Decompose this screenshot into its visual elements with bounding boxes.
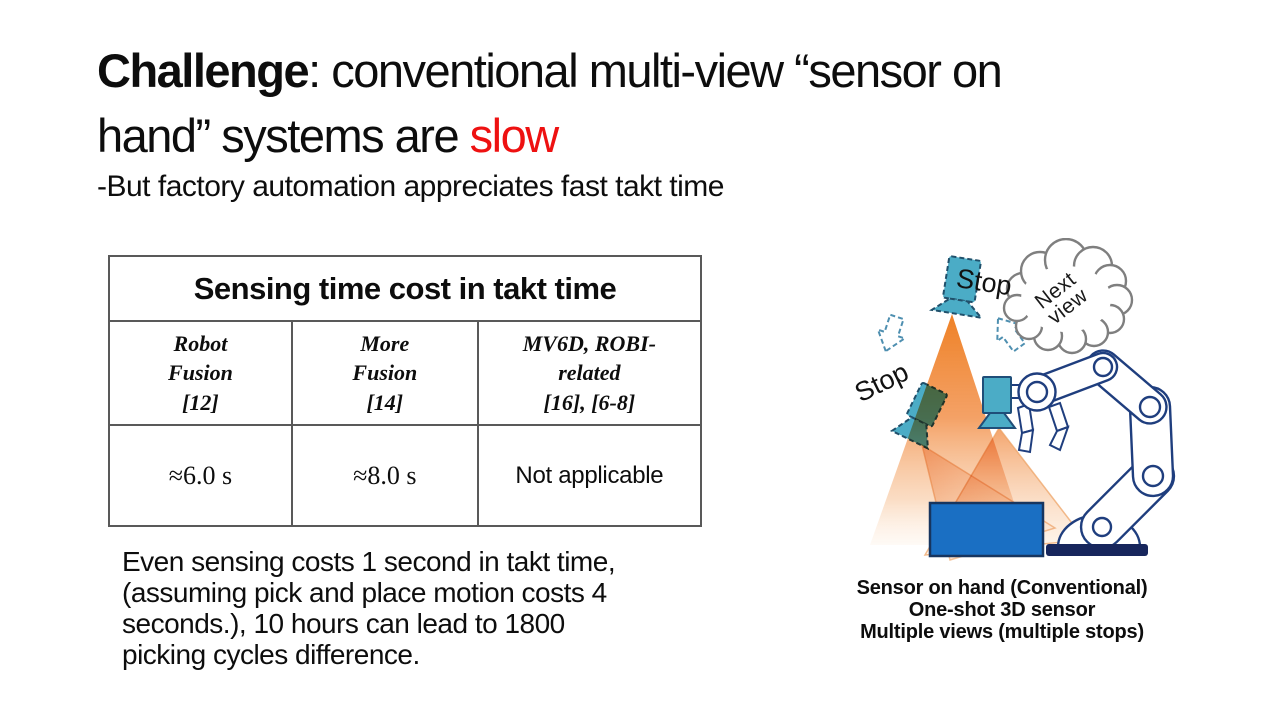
table-header-more-fusion: More Fusion [14]	[293, 322, 479, 424]
slide-subtitle: -But factory automation appreciates fast…	[97, 170, 724, 203]
arrow-down-icon	[876, 313, 907, 353]
wrist-joint-inner	[1025, 380, 1049, 404]
robot-joint	[1092, 356, 1114, 378]
next-view-cloud	[1002, 238, 1134, 355]
sensor-ghost-top-icon	[929, 255, 984, 320]
slide-title: Challenge: conventional multi-view “sens…	[97, 38, 1237, 168]
robot-joint	[1091, 516, 1113, 538]
robot-arm	[1007, 349, 1176, 556]
robot-joint	[1138, 395, 1162, 419]
robot-base-plate	[1046, 544, 1148, 556]
table-value-mv6d: Not applicable	[478, 424, 700, 525]
title-highlight: slow	[469, 109, 560, 162]
robot-joint	[1141, 464, 1165, 488]
table-value-more-fusion: ≈8.0 s	[292, 424, 479, 525]
table-header-mv6d: MV6D, ROBI- related [16], [6-8]	[522, 331, 656, 415]
title-keyword: Challenge	[97, 44, 310, 97]
title-line2: hand” systems are	[97, 109, 470, 162]
title-line1: : conventional multi-view “sensor on	[308, 44, 1003, 97]
table-title: Sensing time cost in takt time	[110, 257, 700, 322]
sensor-on-hand-icon	[977, 376, 1017, 429]
work-object-box	[928, 501, 1045, 558]
sensing-time-table: Sensing time cost in takt time Robot Fus…	[108, 255, 702, 527]
figure-caption: Sensor on hand (Conventional) One-shot 3…	[856, 577, 1148, 643]
table-value-robot-fusion: ≈6.0 s	[110, 424, 293, 525]
sensor-on-hand-illustration	[870, 238, 1176, 561]
takt-time-note: Even sensing costs 1 second in takt time…	[122, 546, 616, 670]
table-header-robot-fusion: Robot Fusion [12]	[110, 322, 293, 424]
